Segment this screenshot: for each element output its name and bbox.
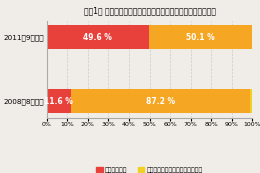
- Text: 50.1 %: 50.1 %: [186, 33, 214, 42]
- Bar: [250, 89, 252, 113]
- Bar: [71, 89, 250, 113]
- Text: 49.6 %: 49.6 %: [83, 33, 112, 42]
- Bar: [47, 89, 71, 113]
- Bar: [47, 25, 149, 49]
- Text: 11.6 %: 11.6 %: [44, 97, 73, 106]
- Title: 『図1． ブルーレイレコーダーの所有率（前回調査と比較）』: 『図1． ブルーレイレコーダーの所有率（前回調査と比較）』: [83, 7, 216, 16]
- Text: 87.2 %: 87.2 %: [146, 97, 175, 106]
- Bar: [149, 25, 252, 49]
- Legend: 所持している, 所持していない, ブルーレイレコーダーを知らない: 所持している, 所持していない, ブルーレイレコーダーを知らない: [94, 165, 205, 173]
